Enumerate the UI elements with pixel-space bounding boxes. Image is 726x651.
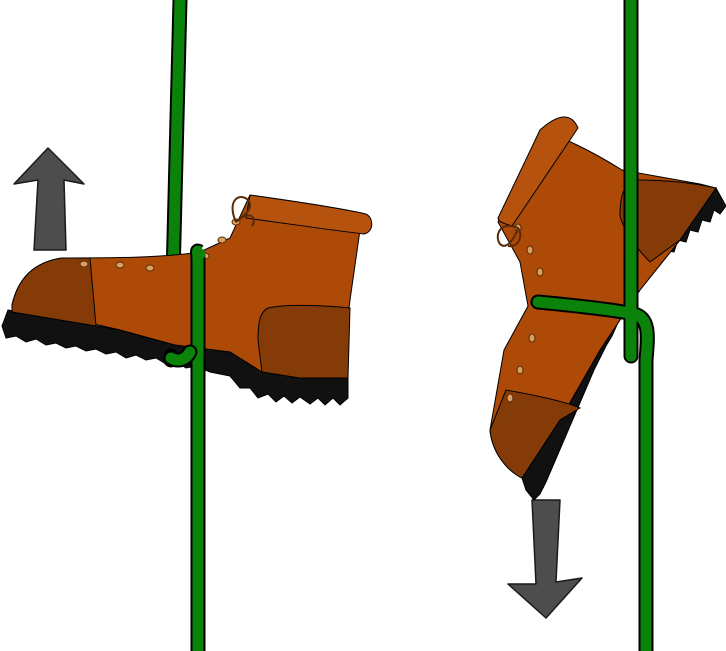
rope-right: [530, 0, 655, 651]
boot-laces-right: [496, 223, 544, 403]
arrow-down-icon: [507, 499, 583, 619]
boot-heel-right: [619, 179, 717, 263]
boot-sole-right: [521, 187, 726, 501]
right-panel: [489, 0, 726, 651]
boot-collar-left: [245, 194, 373, 235]
boot-toe-right: [489, 389, 582, 479]
left-panel: [1, 0, 373, 651]
boot-heel-left: [257, 304, 351, 379]
rope-lower-left: [163, 243, 206, 651]
arrow-up-icon: [13, 147, 85, 251]
boot-toe-left: [11, 257, 97, 327]
